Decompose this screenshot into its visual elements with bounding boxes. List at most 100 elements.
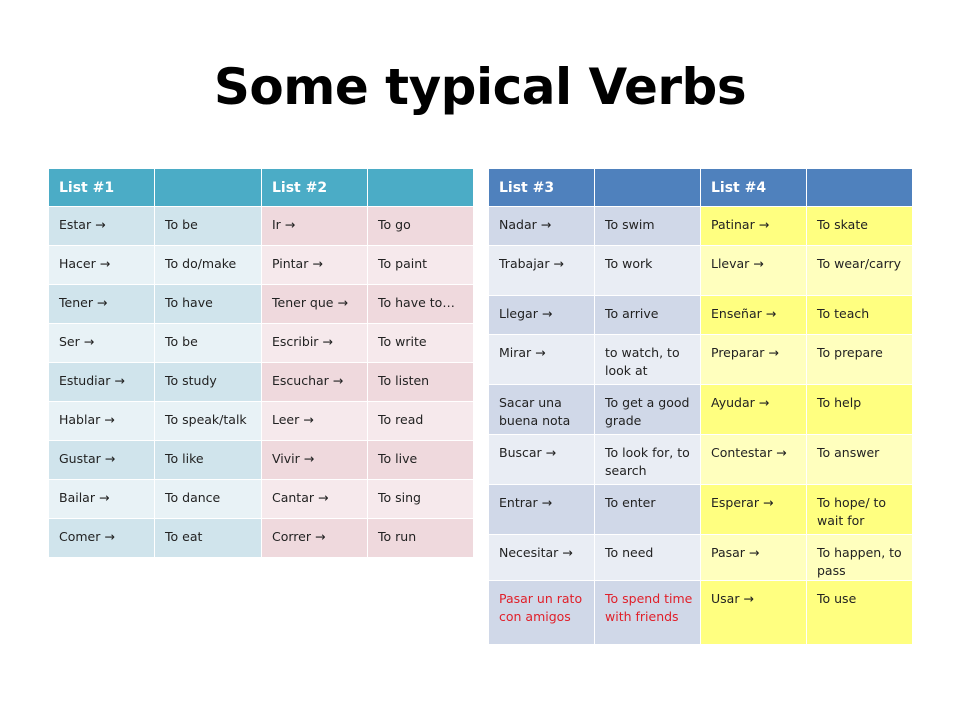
english-meaning-cell: To swim — [594, 206, 701, 246]
table-row: Tener → To have Tener que → To have to… — [48, 284, 474, 324]
spanish-verb-cell: Tener → — [48, 284, 155, 324]
english-meaning-cell: To speak/talk — [154, 401, 262, 441]
spanish-verb-cell: Pasar → — [700, 534, 807, 581]
spanish-verb-cell: Entrar → — [488, 484, 595, 535]
table-row: Estar → To be Ir → To go — [48, 206, 474, 246]
header-list-4: List #4 — [700, 168, 807, 207]
spanish-verb-cell: Pintar → — [261, 245, 368, 285]
spanish-verb-cell: Vivir → — [261, 440, 368, 480]
english-meaning-cell: To answer — [806, 434, 913, 485]
spanish-verb-cell: Ir → — [261, 206, 368, 246]
english-meaning-cell: To paint — [367, 245, 474, 285]
table-header-row: List #3 List #4 — [488, 168, 913, 207]
table-row: Hacer → To do/make Pintar → To paint — [48, 245, 474, 285]
spanish-verb-cell: Hacer → — [48, 245, 155, 285]
english-meaning-cell: To get a good grade — [594, 384, 701, 435]
spanish-verb-cell: Hablar → — [48, 401, 155, 441]
spanish-verb-cell: Buscar → — [488, 434, 595, 485]
english-meaning-cell: To dance — [154, 479, 262, 519]
english-meaning-cell: To happen, to pass — [806, 534, 913, 581]
english-meaning-cell: To help — [806, 384, 913, 435]
table-row: Entrar → To enter Esperar → To hope/ to wai… — [488, 484, 913, 535]
english-meaning-cell: To be — [154, 323, 262, 363]
english-meaning-cell: To look for, to search — [594, 434, 701, 485]
spanish-verb-cell: Bailar → — [48, 479, 155, 519]
spanish-verb-cell: Tener que → — [261, 284, 368, 324]
header-blank — [367, 168, 474, 207]
spanish-verb-cell: Ser → — [48, 323, 155, 363]
table-row: Gustar → To like Vivir → To live — [48, 440, 474, 480]
table-row: Necesitar → To need Pasar → To happen, to p… — [488, 534, 913, 581]
english-meaning-cell: To be — [154, 206, 262, 246]
english-meaning-cell: To live — [367, 440, 474, 480]
spanish-verb-cell: Estudiar → — [48, 362, 155, 402]
english-meaning-cell: To write — [367, 323, 474, 363]
english-meaning-cell: To read — [367, 401, 474, 441]
table-row: Mirar → to watch, to look at Preparar → To … — [488, 334, 913, 385]
english-meaning-cell: To do/make — [154, 245, 262, 285]
header-blank — [594, 168, 701, 207]
spanish-verb-cell: Necesitar → — [488, 534, 595, 581]
english-meaning-cell: To need — [594, 534, 701, 581]
verb-table-lists-1-2: List #1 List #2 Estar → To be Ir → To go Hac… — [48, 168, 474, 558]
table-row: Llegar → To arrive Enseñar → To teach — [488, 295, 913, 335]
table-row: Estudiar → To study Escuchar → To listen — [48, 362, 474, 402]
english-meaning-cell: To spend time with friends — [594, 580, 701, 645]
spanish-verb-cell: Esperar → — [700, 484, 807, 535]
english-meaning-cell: To sing — [367, 479, 474, 519]
english-meaning-cell: To teach — [806, 295, 913, 335]
header-list-3: List #3 — [488, 168, 595, 207]
table-row: Comer → To eat Correr → To run — [48, 518, 474, 558]
slide-title: Some typical Verbs — [213, 58, 747, 116]
english-meaning-cell: To like — [154, 440, 262, 480]
spanish-verb-cell: Comer → — [48, 518, 155, 558]
spanish-verb-cell: Cantar → — [261, 479, 368, 519]
spanish-verb-cell: Leer → — [261, 401, 368, 441]
table-row: Nadar → To swim Patinar → To skate — [488, 206, 913, 246]
english-meaning-cell: To eat — [154, 518, 262, 558]
header-list-1: List #1 — [48, 168, 155, 207]
english-meaning-cell: To wear/carry — [806, 245, 913, 296]
spanish-verb-cell: Patinar → — [700, 206, 807, 246]
table-row: Sacar una buena nota To get a good grade A… — [488, 384, 913, 435]
table-row: Buscar → To look for, to search Contestar … — [488, 434, 913, 485]
header-blank — [154, 168, 262, 207]
table-row: Ser → To be Escribir → To write — [48, 323, 474, 363]
table-row: Hablar → To speak/talk Leer → To read — [48, 401, 474, 441]
spanish-verb-cell: Escribir → — [261, 323, 368, 363]
spanish-verb-cell: Escuchar → — [261, 362, 368, 402]
spanish-verb-cell: Mirar → — [488, 334, 595, 385]
table-header-row: List #1 List #2 — [48, 168, 474, 207]
spanish-verb-cell: Sacar una buena nota — [488, 384, 595, 435]
english-meaning-cell: To work — [594, 245, 701, 296]
spanish-verb-cell: Correr → — [261, 518, 368, 558]
spanish-verb-cell: Contestar → — [700, 434, 807, 485]
spanish-verb-cell: Gustar → — [48, 440, 155, 480]
english-meaning-cell: To study — [154, 362, 262, 402]
spanish-verb-cell: Preparar → — [700, 334, 807, 385]
spanish-verb-cell: Nadar → — [488, 206, 595, 246]
table-row: Bailar → To dance Cantar → To sing — [48, 479, 474, 519]
spanish-verb-cell: Llevar → — [700, 245, 807, 296]
english-meaning-cell: To prepare — [806, 334, 913, 385]
spanish-verb-cell: Pasar un rato con amigos — [488, 580, 595, 645]
spanish-verb-cell: Llegar → — [488, 295, 595, 335]
spanish-verb-cell: Enseñar → — [700, 295, 807, 335]
english-meaning-cell: To arrive — [594, 295, 701, 335]
spanish-verb-cell: Trabajar → — [488, 245, 595, 296]
header-blank — [806, 168, 913, 207]
english-meaning-cell: to watch, to look at — [594, 334, 701, 385]
english-meaning-cell: To hope/ to wait for — [806, 484, 913, 535]
spanish-verb-cell: Usar → — [700, 580, 807, 645]
english-meaning-cell: To skate — [806, 206, 913, 246]
header-list-2: List #2 — [261, 168, 368, 207]
english-meaning-cell: To use — [806, 580, 913, 645]
english-meaning-cell: To have — [154, 284, 262, 324]
table-row: Pasar un rato con amigos To spend time wi… — [488, 580, 913, 645]
english-meaning-cell: To have to… — [367, 284, 474, 324]
verb-table-lists-3-4: List #3 List #4 Nadar → To swim Patinar → T… — [488, 168, 913, 645]
english-meaning-cell: To listen — [367, 362, 474, 402]
english-meaning-cell: To go — [367, 206, 474, 246]
table-row: Trabajar → To work Llevar → To wear/carry — [488, 245, 913, 296]
spanish-verb-cell: Estar → — [48, 206, 155, 246]
